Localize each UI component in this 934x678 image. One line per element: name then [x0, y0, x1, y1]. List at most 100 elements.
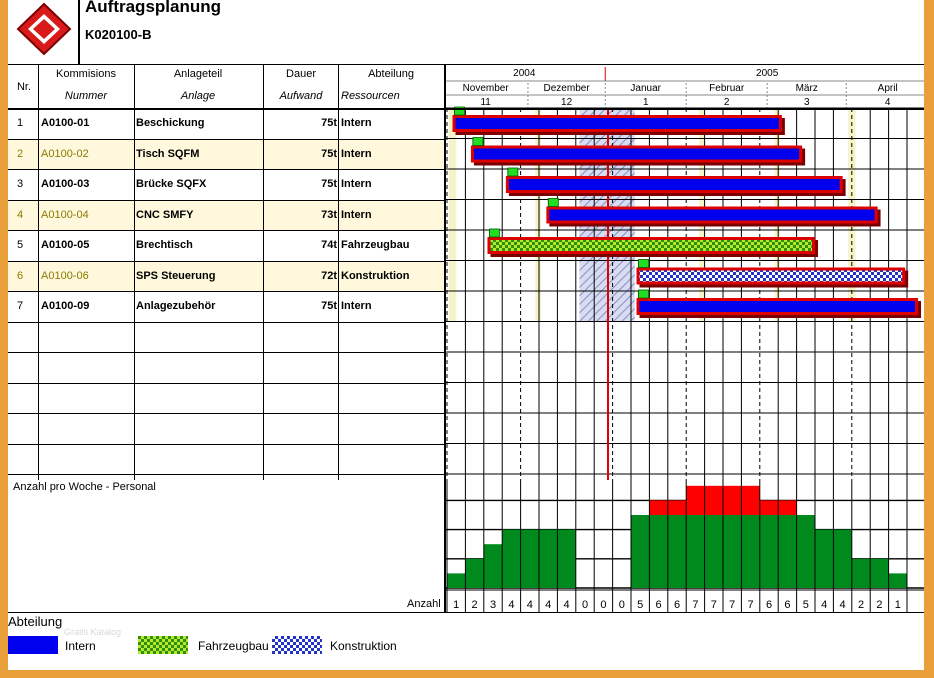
commission-number: A0100-09 — [41, 300, 90, 312]
histogram-count: 1 — [895, 599, 901, 611]
month-number: 3 — [804, 97, 810, 108]
histogram-bar — [502, 529, 521, 588]
month-label: Dezember — [544, 83, 591, 94]
histogram-row-label: Anzahl — [407, 598, 441, 610]
task-bar[interactable] — [639, 301, 916, 312]
nonworking-band — [535, 108, 541, 322]
histogram-overload-bar — [704, 485, 723, 515]
start-flag-icon — [638, 289, 649, 299]
col-subheader-anlage: Anlage — [180, 90, 216, 102]
legend-label-intern: Intern — [65, 639, 96, 653]
month-number: 12 — [561, 97, 573, 108]
department: Konstruktion — [341, 269, 410, 282]
row-divider — [8, 261, 445, 262]
month-number: 2 — [724, 97, 730, 108]
duration: 75t — [321, 147, 337, 160]
project-number: K020100-B — [85, 27, 152, 42]
department: Intern — [341, 178, 372, 190]
col-header-anlageteil: Anlageteil — [173, 68, 223, 80]
department: Intern — [341, 208, 372, 221]
histogram-count: 0 — [600, 599, 606, 611]
task-bar[interactable] — [508, 179, 840, 190]
col-header-dauer: Dauer — [286, 68, 316, 80]
task-bar[interactable] — [549, 209, 875, 221]
histogram-bar — [759, 515, 779, 588]
row-number: 4 — [17, 208, 24, 221]
histogram-bar — [483, 544, 503, 588]
histogram-count: 2 — [876, 599, 882, 611]
histogram-bar — [723, 515, 742, 588]
year-label: 2004 — [513, 68, 536, 79]
commission-number: A0100-05 — [41, 239, 90, 251]
row-number: 2 — [17, 147, 24, 160]
histogram-bar — [649, 515, 668, 588]
histogram-bar — [631, 515, 650, 588]
row-divider — [8, 200, 445, 201]
histogram-count: 4 — [564, 599, 570, 611]
table-row-highlight — [8, 199, 445, 230]
column-divider — [444, 65, 446, 612]
histogram-count: 4 — [821, 599, 827, 611]
header-divider — [78, 0, 80, 64]
histogram-count: 7 — [692, 599, 698, 611]
department: Intern — [341, 147, 372, 160]
plant-part: Brücke SQFX — [136, 178, 207, 190]
month-label: November — [463, 83, 510, 94]
row-divider — [8, 291, 445, 292]
histogram-bar — [667, 515, 687, 588]
plant-part: SPS Steuerung — [136, 269, 216, 282]
plant-part: Anlagezubehör — [136, 300, 216, 312]
task-bar[interactable] — [490, 240, 812, 251]
month-number: 1 — [643, 97, 649, 108]
header-bottom-line — [8, 64, 924, 65]
histogram-title: Anzahl pro Woche - Personal — [13, 481, 156, 493]
row-divider — [8, 474, 445, 475]
row-number: 7 — [17, 300, 24, 312]
commission-number: A0100-02 — [41, 147, 89, 160]
histogram-bar — [704, 515, 723, 588]
histogram-overload-bar — [741, 485, 760, 515]
start-flag-icon — [547, 198, 559, 207]
plant-part: Beschickung — [136, 117, 205, 129]
histogram-bar — [815, 529, 834, 588]
histogram-bar — [539, 529, 558, 588]
row-number: 6 — [17, 269, 24, 282]
nonworking-band — [448, 108, 457, 322]
commission-number: A0100-04 — [41, 208, 89, 221]
start-flag-icon — [489, 228, 500, 238]
duration: 75t — [321, 178, 337, 190]
row-divider — [8, 169, 445, 170]
row-number: 1 — [17, 117, 24, 129]
histogram-overload-bar — [778, 500, 797, 515]
histogram-bar — [557, 529, 576, 588]
duration: 75t — [321, 117, 337, 129]
histogram-bar — [888, 573, 907, 588]
col-header-kommission: Kommisions — [56, 68, 116, 80]
task-bar[interactable] — [639, 270, 903, 282]
column-divider — [38, 65, 39, 480]
row-number: 3 — [17, 178, 24, 190]
plant-part: CNC SMFY — [136, 208, 194, 221]
task-bar[interactable] — [473, 148, 800, 160]
histogram-count: 4 — [508, 599, 514, 611]
histogram-count: 0 — [619, 599, 625, 611]
legend-label-fahrzeugbau: Fahrzeugbau — [198, 639, 269, 653]
histogram-count: 6 — [784, 599, 790, 611]
row-divider — [8, 352, 445, 353]
histogram-bar — [778, 515, 797, 588]
duration: 75t — [321, 300, 337, 312]
legend-swatch-intern — [8, 636, 58, 654]
col-subheader-aufwand: Aufwand — [279, 90, 323, 102]
histogram-bar — [851, 558, 871, 588]
start-flag-icon — [638, 259, 649, 268]
histogram-count: 6 — [656, 599, 662, 611]
task-bar[interactable] — [455, 118, 779, 129]
row-divider — [8, 230, 445, 231]
start-flag-icon — [454, 106, 465, 116]
histogram-overload-bar — [649, 500, 668, 515]
histogram-count: 2 — [472, 599, 478, 611]
start-flag-icon — [472, 137, 484, 146]
plant-part: Brechtisch — [136, 239, 193, 251]
histogram-bar — [686, 515, 705, 588]
histogram-bar — [741, 515, 760, 588]
